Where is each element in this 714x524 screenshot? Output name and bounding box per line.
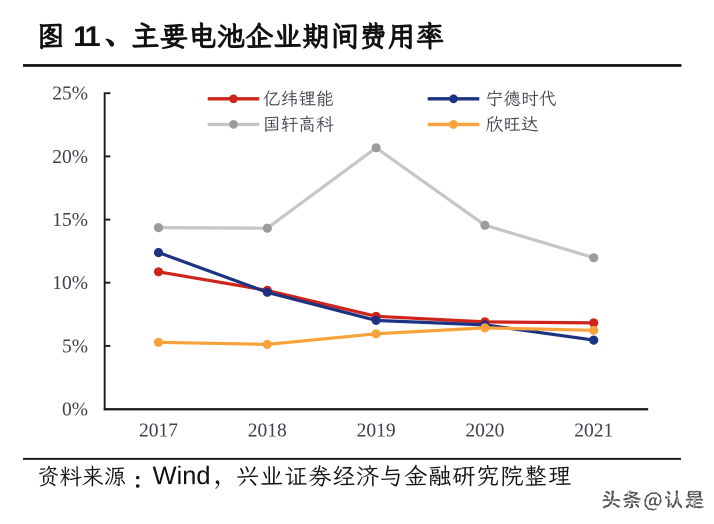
svg-text:2020: 2020	[465, 421, 504, 442]
svg-text:25%: 25%	[52, 84, 88, 105]
svg-text:2018: 2018	[248, 421, 287, 442]
svg-text:0%: 0%	[62, 400, 88, 421]
svg-text:2019: 2019	[357, 421, 396, 442]
svg-text:10%: 10%	[52, 273, 88, 294]
svg-text:15%: 15%	[52, 210, 88, 231]
svg-text:2021: 2021	[574, 421, 613, 442]
svg-text:2017: 2017	[139, 421, 178, 442]
svg-text:5%: 5%	[62, 336, 88, 357]
svg-text:20%: 20%	[52, 147, 88, 168]
